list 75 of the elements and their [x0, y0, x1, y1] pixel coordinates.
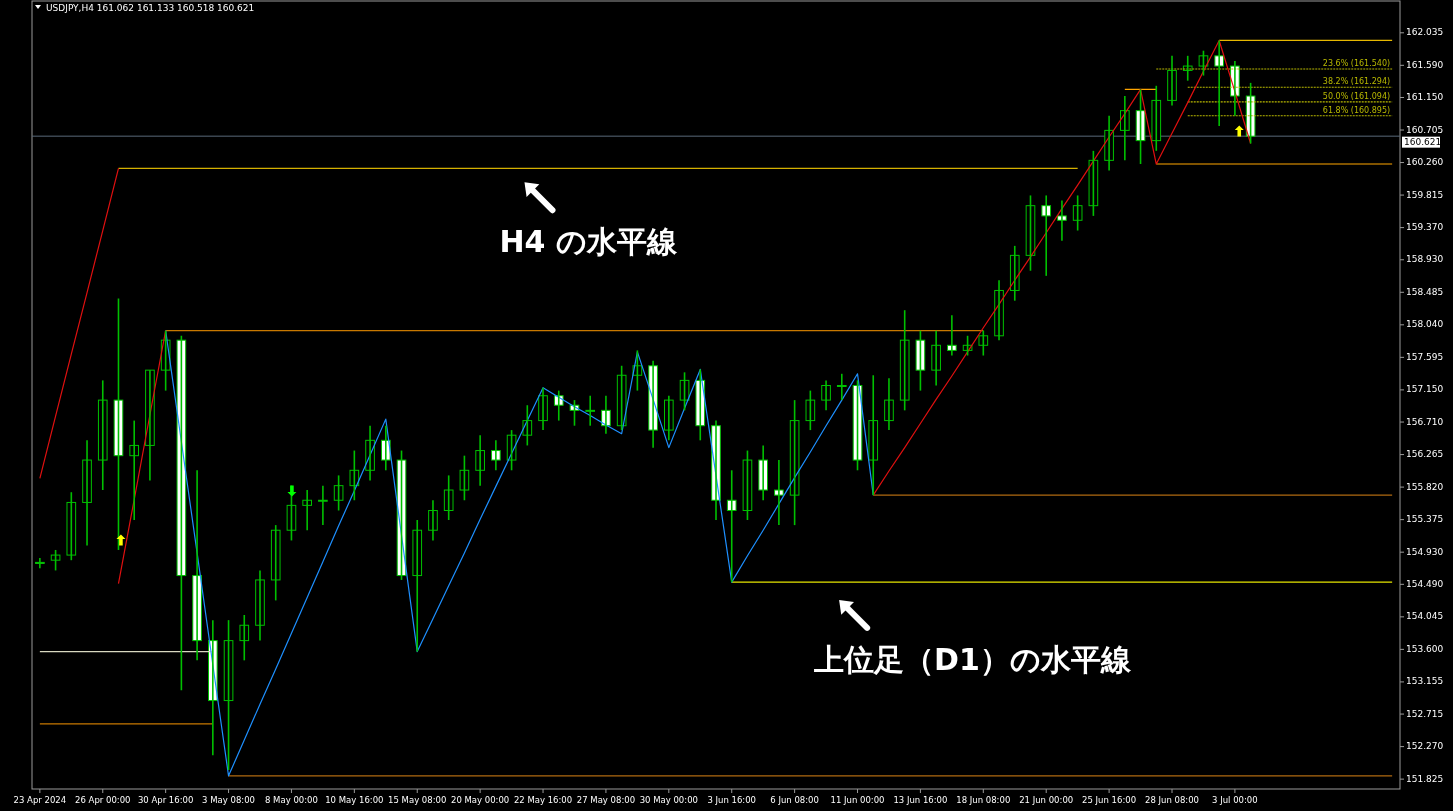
- candlestick: [286, 484, 297, 542]
- x-tick-label: 30 May 00:00: [639, 795, 698, 805]
- candlestick: [459, 454, 470, 502]
- x-tick-label: 8 May 00:00: [265, 795, 318, 805]
- ref-line-label: 160.621: [1404, 136, 1442, 147]
- y-tick-label: 154.490: [1406, 578, 1444, 589]
- y-tick-label: 152.270: [1406, 741, 1444, 752]
- y-tick-label: 157.150: [1406, 384, 1444, 395]
- x-tick-label: 18 Jun 08:00: [956, 795, 1011, 805]
- y-tick-label: 160.260: [1406, 157, 1444, 168]
- x-tick-label: 25 Jun 16:00: [1082, 795, 1137, 805]
- ref-line: 160.621: [31, 135, 1442, 148]
- candlestick: [223, 619, 234, 771]
- x-tick-label: 27 May 08:00: [576, 795, 636, 805]
- x-tick-label: 28 Jun 08:00: [1145, 795, 1199, 805]
- candlestick: [978, 329, 989, 357]
- y-tick-label: 154.045: [1406, 611, 1444, 622]
- y-tick-label: 156.265: [1406, 449, 1444, 460]
- candlestick: [333, 474, 344, 512]
- y-tick-label: 158.930: [1406, 254, 1444, 265]
- y-tick-label: 153.155: [1406, 676, 1444, 687]
- y-tick-label: 158.485: [1406, 286, 1444, 297]
- y-tick-label: 153.600: [1406, 643, 1444, 654]
- y-tick-label: 160.705: [1406, 124, 1444, 135]
- candlestick: [679, 371, 690, 412]
- candlestick: [915, 329, 926, 392]
- series-label: 61.8% (160.895): [1322, 105, 1391, 115]
- annotation: 上位足（D1）の水平線: [813, 641, 1132, 677]
- annotation: H4 の水平線: [499, 224, 678, 260]
- candlestick: [774, 459, 784, 526]
- candlestick: [1057, 199, 1067, 242]
- y-tick-label: 155.820: [1406, 481, 1444, 492]
- series-label: 38.2% (161.294): [1322, 77, 1391, 87]
- candlestick: [742, 449, 753, 521]
- candlestick: [1072, 194, 1083, 232]
- candlestick: [443, 474, 454, 521]
- y-tick-label: 159.370: [1406, 222, 1444, 233]
- x-tick-label: 21 Jun 00:00: [1019, 795, 1074, 805]
- candlestick: [1088, 150, 1099, 217]
- y-tick-label: 155.375: [1406, 514, 1444, 525]
- y-tick-label: 161.590: [1406, 59, 1444, 70]
- candlestick: [899, 309, 910, 412]
- x-tick-label: 13 Jun 16:00: [893, 795, 948, 805]
- y-tick-label: 152.715: [1406, 708, 1444, 719]
- x-tick-label: 6 Jun 08:00: [770, 795, 819, 805]
- x-tick-label: 10 May 16:00: [325, 795, 384, 805]
- x-tick-label: 30 Apr 16:00: [137, 795, 194, 805]
- y-tick-label: 151.825: [1406, 773, 1444, 784]
- series-label: 23.6% (161.540): [1322, 58, 1391, 68]
- candlestick: [1198, 49, 1209, 77]
- x-tick-label: 15 May 08:00: [388, 795, 447, 805]
- y-tick-label: 158.040: [1406, 319, 1444, 330]
- y-tick-label: 154.930: [1406, 546, 1444, 557]
- y-tick-label: 161.150: [1406, 91, 1444, 102]
- candlestick: [1041, 194, 1052, 277]
- series-label: 50.0% (161.094): [1322, 91, 1391, 101]
- x-tick-label: 11 Jun 00:00: [830, 795, 885, 805]
- candlestick: [805, 389, 816, 431]
- chart-title: USDJPY,H4 161.062 161.133 160.518 160.621: [46, 3, 255, 13]
- candlestick: [50, 549, 61, 572]
- x-tick-label: 20 May 00:00: [450, 795, 510, 805]
- y-tick-label: 157.595: [1406, 351, 1444, 362]
- x-tick-label: 22 May 16:00: [513, 795, 573, 805]
- x-tick-label: 3 May 08:00: [202, 795, 255, 805]
- y-tick-label: 162.035: [1406, 27, 1444, 38]
- candlestick: [176, 334, 187, 692]
- x-tick-label: 3 Jun 16:00: [707, 795, 757, 805]
- y-tick-label: 156.710: [1406, 416, 1444, 427]
- candlestick: [66, 491, 77, 561]
- x-tick-label: 26 Apr 00:00: [75, 795, 131, 805]
- x-tick-label: 3 Jul 00:00: [1212, 795, 1258, 805]
- x-tick-label: 23 Apr 2024: [13, 795, 67, 805]
- candlestick: [789, 399, 800, 526]
- y-tick-label: 159.815: [1406, 189, 1444, 200]
- candlestick: [1135, 88, 1146, 165]
